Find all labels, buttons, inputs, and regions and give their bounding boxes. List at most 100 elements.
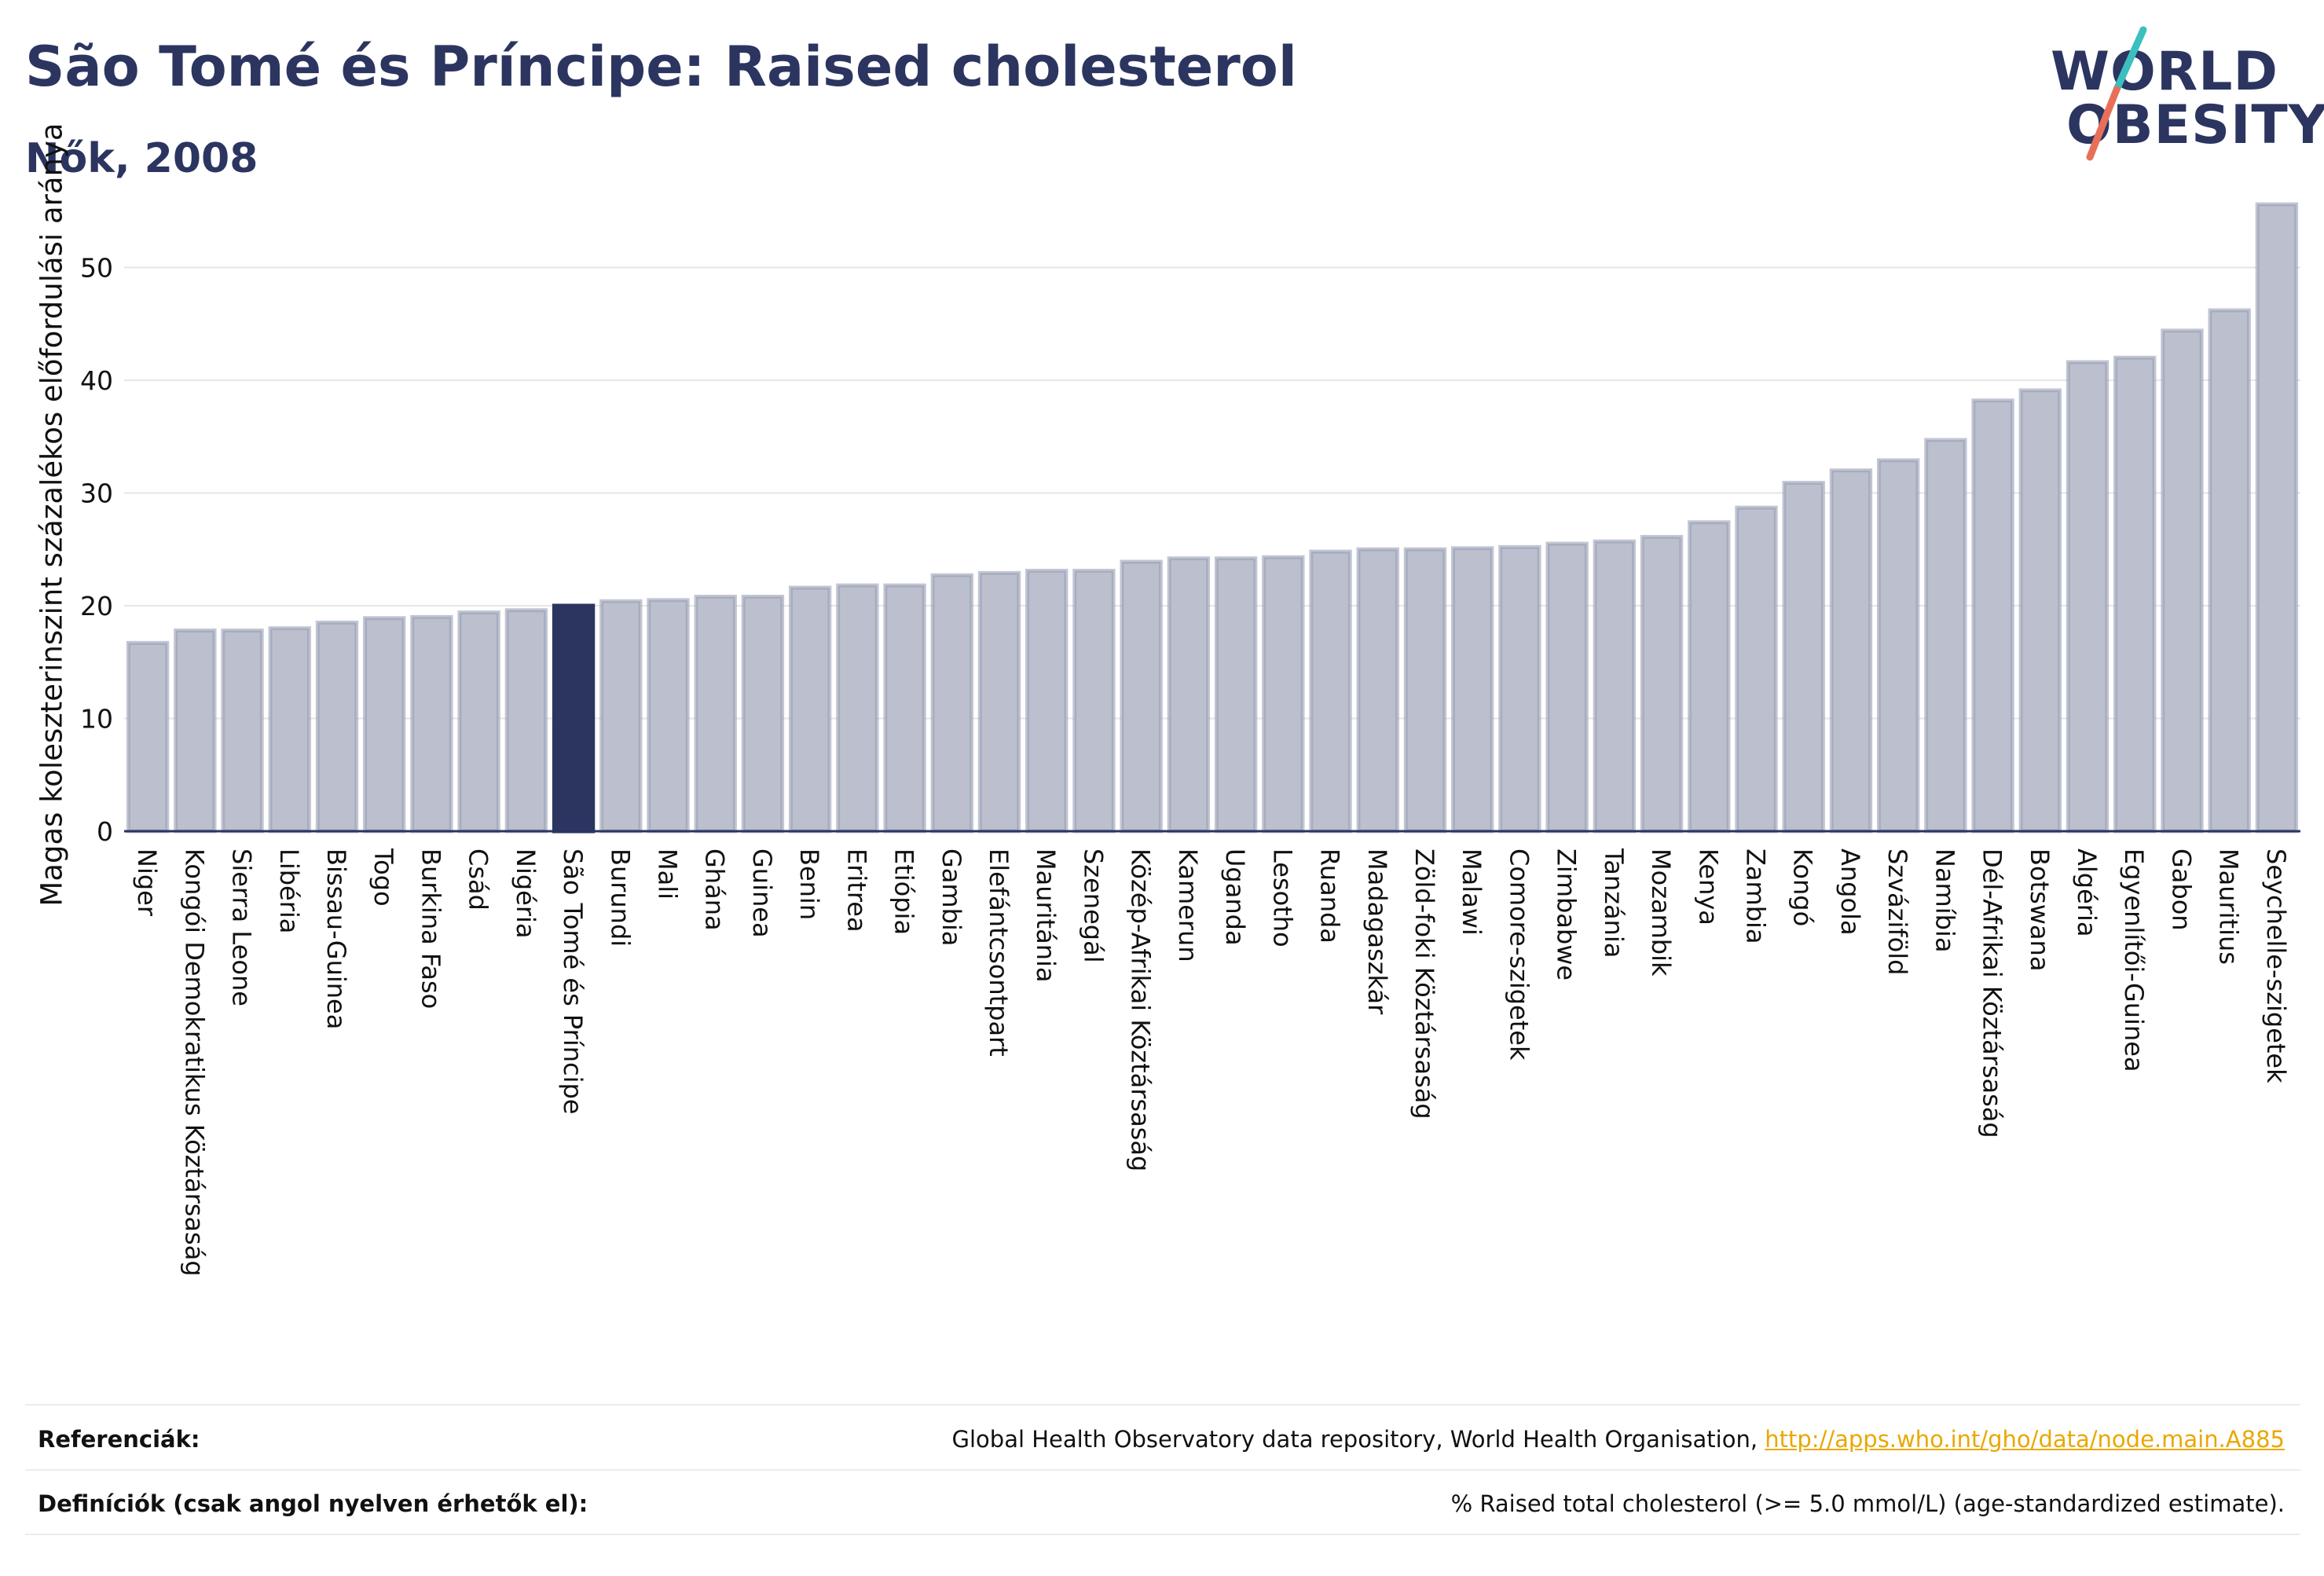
x-tick-label: Mali <box>653 848 683 900</box>
bar <box>741 595 785 834</box>
x-tick-label: Burkina Faso <box>416 848 445 1009</box>
bar <box>694 595 737 834</box>
bar <box>2208 308 2251 834</box>
bar <box>1025 568 1069 834</box>
x-tick-label: São Tomé és Príncipe <box>558 848 588 1114</box>
bar <box>599 599 643 834</box>
x-tick-label: Niger <box>132 848 162 917</box>
bar <box>1545 541 1589 834</box>
x-tick-label: Zambia <box>1741 848 1771 944</box>
x-tick-label: Algéria <box>2072 848 2102 936</box>
bar <box>1356 547 1399 834</box>
x-tick-label: Közép-Afrikai Köztársaság <box>1126 848 1156 1171</box>
bar <box>977 570 1021 834</box>
x-tick-label: Gambia <box>937 848 966 946</box>
x-tick-label: Sierra Leone <box>227 848 257 1006</box>
x-tick-label: Mauritius <box>2214 848 2244 965</box>
bar <box>2066 360 2110 834</box>
definitions-label: Definíciók (csak angol nyelven érhetők e… <box>38 1490 588 1517</box>
page-subtitle: Nők, 2008 <box>25 135 258 182</box>
x-tick-label: Mauritánia <box>1031 848 1061 982</box>
x-tick-label: Togo <box>368 848 398 907</box>
logo-word-world: WORLD <box>2051 41 2278 103</box>
bar <box>1640 534 1684 834</box>
x-tick-label: Namíbia <box>1930 848 1959 952</box>
x-tick-label: Szenegál <box>1078 848 1108 963</box>
x-tick-label: Madagaszkár <box>1362 848 1392 1015</box>
references-value: Global Health Observatory data repositor… <box>952 1426 2285 1453</box>
bar <box>221 629 264 834</box>
bar <box>126 640 170 834</box>
y-tick-label: 20 <box>80 591 113 621</box>
x-tick-label: Kamerun <box>1173 848 1203 962</box>
bar <box>2018 388 2062 834</box>
x-tick-label: Egyenlítői-Guinea <box>2119 848 2149 1072</box>
bar <box>2113 355 2157 834</box>
references-link[interactable]: http://apps.who.int/gho/data/node.main.A… <box>1765 1426 2285 1453</box>
y-tick-label: 40 <box>80 365 113 396</box>
x-tick-label: Szváziföld <box>1882 848 1912 975</box>
x-tick-label: Lesotho <box>1267 848 1297 947</box>
bar <box>457 610 500 834</box>
references-label: Referenciák: <box>38 1426 200 1453</box>
bar <box>1593 539 1637 834</box>
bar <box>1971 398 2014 834</box>
x-tick-label: Botswana <box>2025 848 2055 971</box>
bar <box>1167 556 1211 834</box>
bar <box>1451 546 1494 834</box>
x-tick-label: Comore-szigetek <box>1504 848 1534 1061</box>
x-tick-label: Kenya <box>1693 848 1723 925</box>
bar-chart: 0 10 20 30 40 50 Niger Kongói Demokratikus Közt… <box>80 202 2300 1277</box>
x-tick-label: Eritrea <box>841 848 871 933</box>
references-text: Global Health Observatory data repositor… <box>951 1426 1765 1453</box>
y-tick-label: 50 <box>80 252 113 283</box>
bar <box>410 614 453 834</box>
bar <box>930 573 973 834</box>
x-tick-label: Malawi <box>1457 848 1486 936</box>
x-tick-label: Kongó <box>1788 848 1818 926</box>
bar <box>1924 438 1967 834</box>
page-title: São Tomé és Príncipe: Raised cholesterol <box>25 35 1297 99</box>
bar <box>1829 468 1873 834</box>
bar <box>315 621 359 834</box>
definitions-value: % Raised total cholesterol (>= 5.0 mmol/… <box>1450 1490 2285 1517</box>
bar <box>1498 544 1541 834</box>
x-tick-label: Zimbabwe <box>1552 848 1582 980</box>
bar <box>552 603 596 834</box>
x-tick-label: Zöld-foki Köztársaság <box>1409 848 1439 1120</box>
bar <box>2255 202 2299 834</box>
bar <box>504 608 548 834</box>
footer-divider-middle <box>25 1469 2300 1471</box>
footer-divider-top <box>25 1404 2300 1406</box>
x-tick-label: Mozambik <box>1646 848 1676 977</box>
y-tick-label: 30 <box>80 478 113 508</box>
x-tick-label: Elefántcsontpart <box>984 848 1014 1057</box>
x-tick-label: Ruanda <box>1315 848 1345 944</box>
x-tick-label: Ghána <box>700 848 730 931</box>
bar <box>2161 328 2204 834</box>
bar <box>1262 555 1305 834</box>
x-tick-label: Nigéria <box>511 848 541 938</box>
bar <box>883 583 926 834</box>
footer-divider-bottom <box>25 1534 2300 1535</box>
bar <box>363 616 406 834</box>
x-tick-label: Seychelle-szigetek <box>2261 848 2291 1083</box>
bar <box>1120 559 1163 834</box>
bar <box>1782 481 1825 834</box>
x-tick-label: Tanzánia <box>1599 848 1629 958</box>
y-tick-label: 10 <box>80 703 113 734</box>
x-tick-label: Guinea <box>747 848 777 938</box>
bar <box>268 626 311 834</box>
x-tick-label: Bissau-Guinea <box>321 848 351 1029</box>
x-tick-label: Csád <box>464 848 493 911</box>
x-tick-label: Etiópia <box>889 848 919 935</box>
x-tick-label: Gabon <box>2166 848 2196 931</box>
x-tick-label: Angola <box>1835 848 1865 936</box>
bar <box>1309 549 1352 834</box>
x-tick-label: Burundi <box>605 848 635 947</box>
bar <box>647 598 690 834</box>
bar <box>1876 458 1920 834</box>
x-tick-label: Uganda <box>1220 848 1250 946</box>
x-tick-label: Benin <box>794 848 824 920</box>
y-tick-label: 0 <box>97 816 113 847</box>
